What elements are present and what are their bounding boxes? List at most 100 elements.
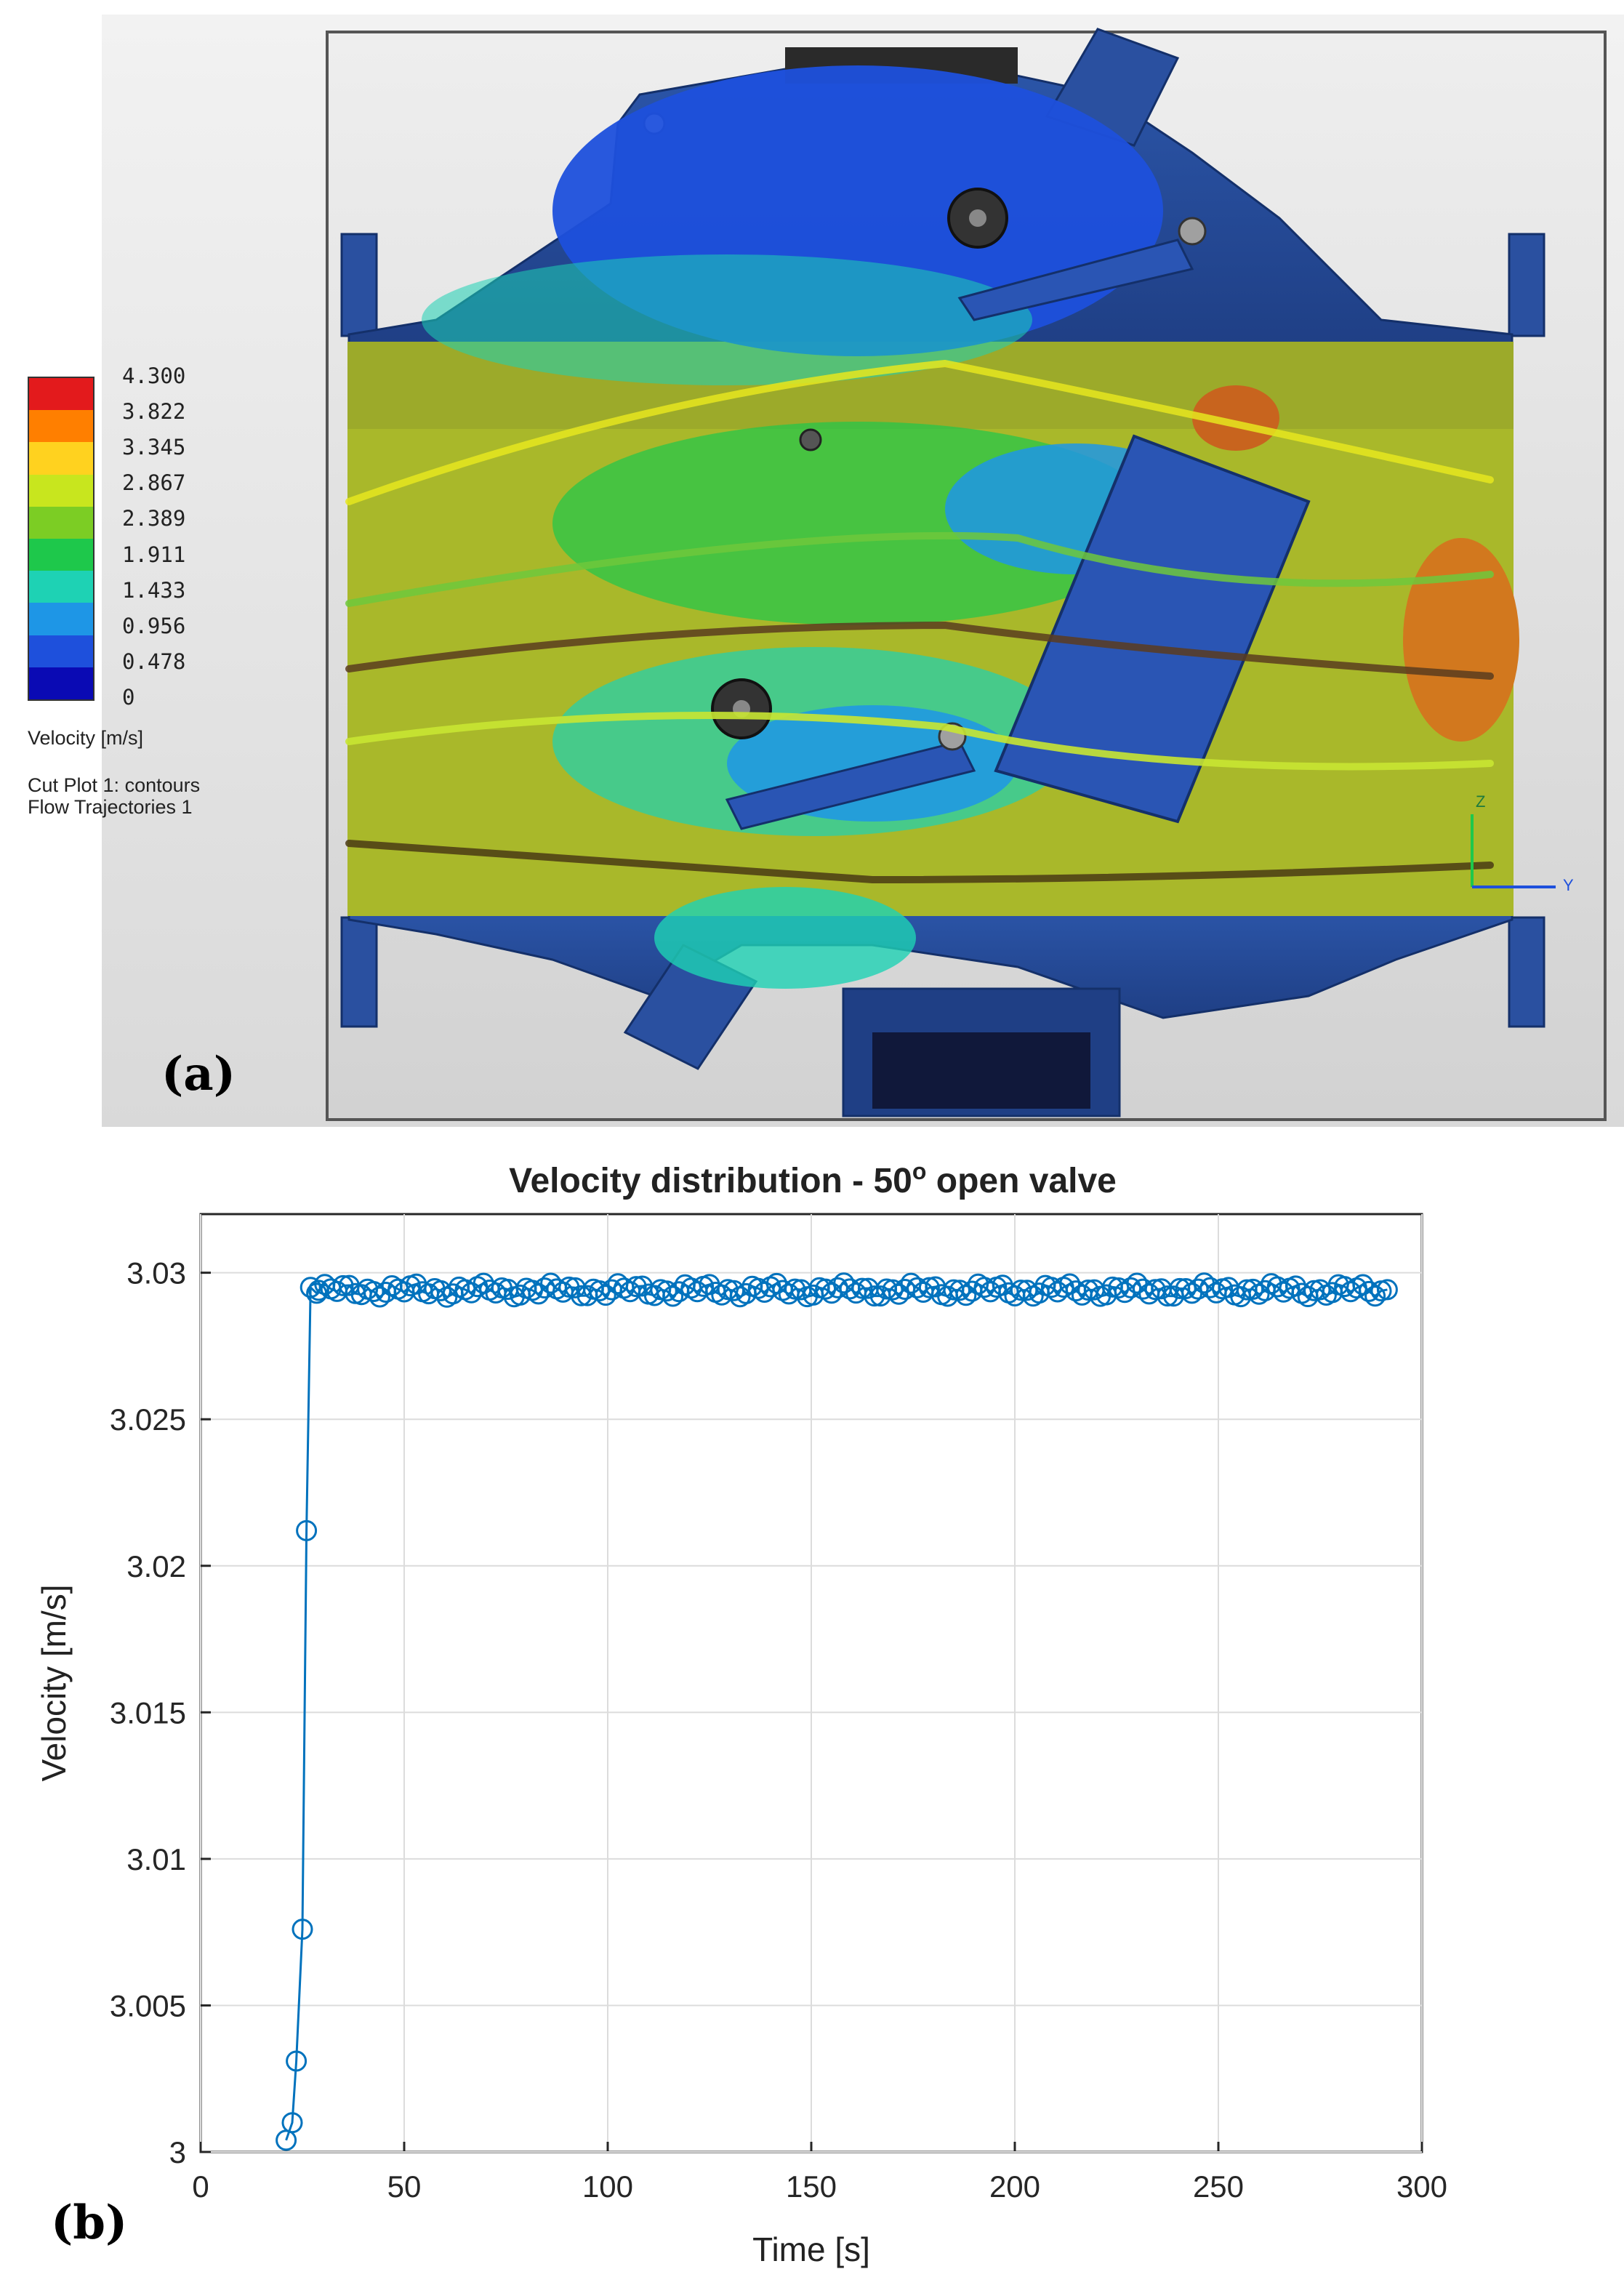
data-point bbox=[656, 1280, 678, 1302]
trajectory-1 bbox=[345, 359, 1494, 505]
y-axis-label: Velocity [m/s] bbox=[35, 1585, 73, 1782]
panel-a: Z Y 4.300 3.822 3.345 2.867 2.389 1.911 1.433 0… bbox=[28, 15, 1624, 1127]
panel-a-label: (a) bbox=[161, 1047, 236, 1101]
data-point bbox=[363, 1280, 385, 1302]
legend-tick-label: 0 bbox=[122, 685, 135, 710]
chart-title-tail: open valve bbox=[926, 1162, 1116, 1200]
x-tick-label: 300 bbox=[1396, 2169, 1447, 2204]
flange-bottom-right bbox=[1508, 916, 1545, 1028]
legend-tick-label: 1.911 bbox=[122, 542, 186, 567]
trajectory-3 bbox=[345, 621, 1494, 680]
trajectory-2 bbox=[345, 531, 1494, 607]
legend-tick-label: 1.433 bbox=[122, 577, 186, 603]
data-point bbox=[1120, 1277, 1142, 1298]
contour-upper-orange bbox=[1192, 385, 1279, 451]
data-point bbox=[292, 1919, 313, 1940]
legend-note-trajectories: Flow Trajectories 1 bbox=[28, 796, 193, 818]
data-point bbox=[1059, 1273, 1081, 1295]
data-point bbox=[296, 1519, 318, 1541]
pivot-top-inner bbox=[969, 209, 986, 227]
x-tick-label: 50 bbox=[387, 2169, 422, 2204]
grid-lines bbox=[199, 1214, 1423, 2153]
data-point bbox=[1126, 1272, 1148, 1294]
data-point bbox=[784, 1278, 806, 1300]
contour-top-cyan bbox=[422, 254, 1032, 385]
data-point bbox=[955, 1285, 977, 1306]
y-tick-label: 3.01 bbox=[126, 1842, 186, 1876]
y-tick-label: 3.005 bbox=[110, 1988, 186, 2023]
data-point bbox=[332, 1274, 354, 1296]
x-tick-label: 200 bbox=[989, 2169, 1040, 2204]
y-tick-label: 3.02 bbox=[126, 1549, 186, 1583]
data-point bbox=[851, 1277, 873, 1299]
legend-tick-label: 0.478 bbox=[122, 648, 186, 674]
lower-flapper bbox=[725, 740, 976, 830]
y-tick-label: 3.025 bbox=[110, 1402, 186, 1437]
data-point bbox=[815, 1278, 837, 1300]
flow-trajectories bbox=[345, 359, 1494, 884]
legend-note-cut-plot: Cut Plot 1: contours bbox=[28, 774, 201, 796]
x-tick-label: 150 bbox=[786, 2169, 837, 2204]
flange-top-right bbox=[1508, 233, 1545, 337]
y-tick-labels: 3 3.005 3.01 3.015 3.02 3.025 3.03 bbox=[110, 1256, 186, 2169]
data-point bbox=[625, 1276, 647, 1298]
valve-disc bbox=[994, 434, 1311, 824]
panel-b: Velocity distribution - 50o open valve 0… bbox=[0, 1149, 1624, 2293]
y-tick-label: 3.03 bbox=[126, 1256, 186, 1290]
legend-tick-label: 3.822 bbox=[122, 399, 186, 425]
x-tick-label: 100 bbox=[582, 2169, 633, 2204]
legend-swatch bbox=[29, 603, 93, 635]
flange-top-left bbox=[340, 233, 378, 337]
data-point bbox=[286, 2050, 307, 2072]
data-point bbox=[1157, 1285, 1178, 1307]
small-pin-center bbox=[799, 428, 822, 451]
chart-title-superscript: o bbox=[912, 1158, 927, 1184]
legend-swatch bbox=[29, 442, 93, 475]
legend-tick-label: 2.867 bbox=[122, 470, 186, 496]
legend-swatch bbox=[29, 506, 93, 539]
data-point bbox=[918, 1277, 940, 1298]
legend-swatch bbox=[29, 410, 93, 443]
legend-swatch bbox=[29, 539, 93, 571]
contour-bottom-cyan bbox=[654, 887, 916, 989]
velocity-series bbox=[276, 1272, 1398, 2151]
data-point bbox=[1376, 1279, 1398, 1301]
legend-color-bar bbox=[28, 377, 95, 701]
data-point bbox=[888, 1283, 909, 1305]
data-point bbox=[882, 1279, 904, 1301]
legend-swatch bbox=[29, 635, 93, 667]
flange-bottom-left bbox=[340, 916, 378, 1028]
upper-flapper bbox=[957, 238, 1194, 321]
valve-cut-plot: Z Y bbox=[340, 28, 1574, 1117]
data-point bbox=[589, 1280, 611, 1302]
chart-title: Velocity distribution - 50o open valve bbox=[509, 1158, 1117, 1200]
trajectory-4 bbox=[345, 712, 1494, 771]
legend-swatch bbox=[29, 667, 93, 699]
data-point bbox=[595, 1285, 616, 1306]
legend-swatch bbox=[29, 571, 93, 603]
contour-right-orange bbox=[1403, 538, 1519, 742]
data-point bbox=[1364, 1285, 1386, 1307]
data-point bbox=[864, 1285, 885, 1307]
data-point bbox=[1144, 1279, 1166, 1301]
legend-tick-label: 0.956 bbox=[122, 613, 186, 638]
velocity-chart: Velocity distribution - 50o open valve 0… bbox=[35, 1158, 1447, 2268]
legend-tick-label: 3.345 bbox=[122, 435, 186, 460]
x-tick-label: 250 bbox=[1193, 2169, 1244, 2204]
trajectory-5 bbox=[345, 840, 1494, 884]
data-point bbox=[369, 1286, 390, 1308]
x-tick-label: 0 bbox=[192, 2169, 209, 2204]
pin-top-right bbox=[1178, 217, 1207, 246]
chart-title-main: Velocity distribution - 50 bbox=[509, 1162, 912, 1200]
data-point bbox=[281, 2112, 303, 2134]
data-point bbox=[949, 1280, 970, 1301]
legend-swatch bbox=[29, 378, 93, 411]
y-tick-label: 3 bbox=[169, 2135, 186, 2169]
x-tick-labels: 0 50 100 150 200 250 300 bbox=[192, 2169, 1447, 2204]
x-axis-label: Time [s] bbox=[752, 2230, 870, 2268]
legend-tick-label: 4.300 bbox=[122, 364, 186, 388]
valve-bottom-port-inner bbox=[872, 1032, 1090, 1109]
legend-swatch bbox=[29, 474, 93, 507]
legend-tick-label: 2.389 bbox=[122, 506, 186, 531]
data-point bbox=[1352, 1274, 1374, 1296]
